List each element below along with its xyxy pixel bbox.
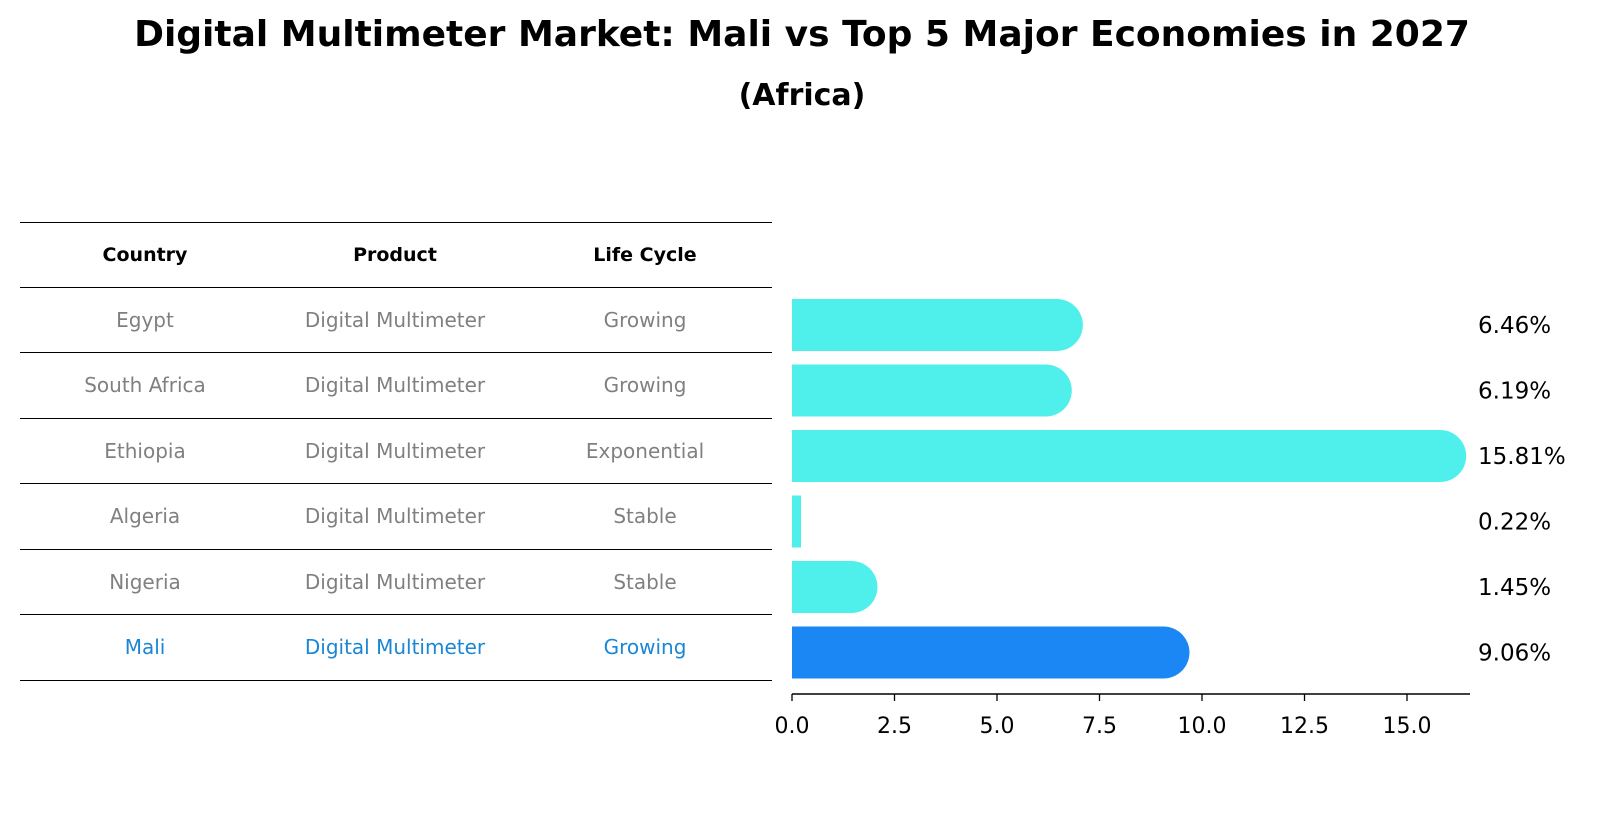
cell-life-cycle: Stable (613, 504, 677, 528)
cell-product: Digital Multimeter (304, 570, 486, 594)
bar-highlight (792, 626, 1190, 679)
cell-country: Ethiopia (104, 439, 186, 463)
bar-value-label: 6.46% (1478, 313, 1551, 339)
cell-country: Algeria (109, 504, 181, 528)
table-rule (20, 549, 772, 550)
bar (792, 430, 1467, 482)
bar (792, 495, 802, 548)
bar (792, 561, 878, 613)
x-tick-label: 7.5 (1082, 714, 1117, 739)
bar (792, 364, 1072, 417)
cell-life-cycle: Growing (603, 308, 687, 332)
bar-value-label: 9.06% (1478, 641, 1551, 667)
header-country: Country (102, 244, 188, 266)
cell-life-cycle: Stable (613, 570, 677, 594)
cell-life-cycle: Exponential (585, 439, 705, 463)
chart-subtitle: (Africa) (738, 78, 866, 113)
cell-life-cycle: Growing (603, 373, 687, 397)
table-row-highlight: Mali Digital Multimeter Growing (20, 614, 772, 680)
cell-product: Digital Multimeter (304, 504, 486, 528)
table-rule (20, 287, 772, 288)
cell-product: Digital Multimeter (304, 635, 486, 659)
x-tick-label: 10.0 (1178, 714, 1227, 739)
x-tick-label: 12.5 (1280, 714, 1329, 739)
bar-value-label: 15.81% (1478, 444, 1566, 470)
cell-product: Digital Multimeter (304, 308, 486, 332)
chart-title: Digital Multimeter Market: Mali vs Top 5… (134, 14, 1470, 55)
table-row: South Africa Digital Multimeter Growing (20, 352, 772, 418)
x-tick-label: 0.0 (775, 714, 810, 739)
x-tick-label: 15.0 (1383, 714, 1432, 739)
table-rule (20, 352, 772, 353)
bar-value-label: 1.45% (1478, 575, 1551, 601)
table-rule (20, 614, 772, 615)
bar-value-label: 0.22% (1478, 510, 1551, 536)
cell-country: Mali (124, 635, 166, 659)
cell-country: South Africa (84, 373, 206, 397)
cell-product: Digital Multimeter (304, 439, 486, 463)
cell-country: Egypt (116, 308, 174, 332)
x-tick-label: 5.0 (980, 714, 1015, 739)
bar-value-label: 6.19% (1478, 379, 1551, 405)
table-rule (20, 680, 772, 681)
header-life-cycle: Life Cycle (593, 244, 697, 266)
table-rule (20, 483, 772, 484)
table-row: Algeria Digital Multimeter Stable (20, 483, 772, 549)
table-row: Nigeria Digital Multimeter Stable (20, 549, 772, 615)
table-rule (20, 418, 772, 419)
x-tick-label: 2.5 (877, 714, 912, 739)
bar (792, 299, 1083, 351)
header-product: Product (353, 244, 437, 266)
table-rule (20, 222, 772, 223)
table-header-row: Country Product Life Cycle (20, 222, 772, 288)
table-row: Ethiopia Digital Multimeter Exponential (20, 418, 772, 484)
table-row: Egypt Digital Multimeter Growing (20, 287, 772, 353)
cell-product: Digital Multimeter (304, 373, 486, 397)
cell-life-cycle: Growing (603, 635, 687, 659)
cell-country: Nigeria (109, 570, 181, 594)
